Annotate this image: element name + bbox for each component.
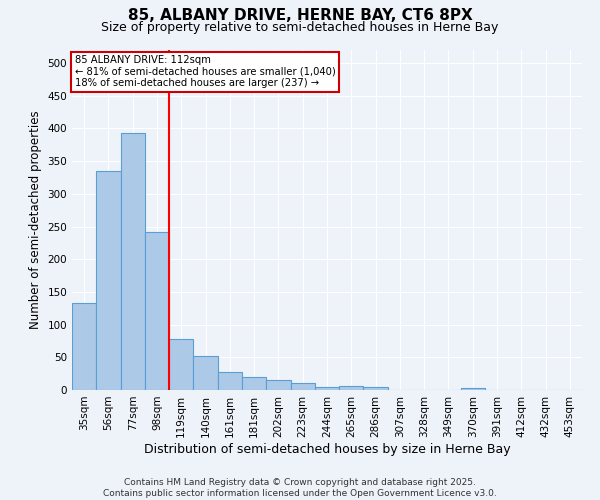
Bar <box>96 171 121 390</box>
Text: 85 ALBANY DRIVE: 112sqm
← 81% of semi-detached houses are smaller (1,040)
18% of: 85 ALBANY DRIVE: 112sqm ← 81% of semi-de… <box>74 55 335 88</box>
Bar <box>315 386 339 390</box>
Bar <box>218 372 242 390</box>
Text: Size of property relative to semi-detached houses in Herne Bay: Size of property relative to semi-detach… <box>101 22 499 35</box>
Bar <box>364 388 388 390</box>
X-axis label: Distribution of semi-detached houses by size in Herne Bay: Distribution of semi-detached houses by … <box>143 442 511 456</box>
Text: Contains HM Land Registry data © Crown copyright and database right 2025.
Contai: Contains HM Land Registry data © Crown c… <box>103 478 497 498</box>
Text: 85, ALBANY DRIVE, HERNE BAY, CT6 8PX: 85, ALBANY DRIVE, HERNE BAY, CT6 8PX <box>128 8 472 22</box>
Bar <box>339 386 364 390</box>
Bar <box>72 303 96 390</box>
Bar <box>193 356 218 390</box>
Bar <box>290 384 315 390</box>
Bar <box>145 232 169 390</box>
Bar <box>461 388 485 390</box>
Bar <box>169 339 193 390</box>
Bar <box>266 380 290 390</box>
Bar <box>242 377 266 390</box>
Y-axis label: Number of semi-detached properties: Number of semi-detached properties <box>29 110 42 330</box>
Bar <box>121 133 145 390</box>
